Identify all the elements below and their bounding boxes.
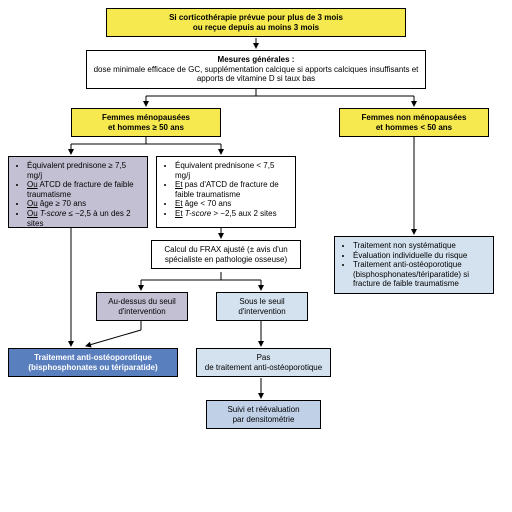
root-l1: Si corticothérapie prévue pour plus de 3… [169,13,343,22]
followup-box: Suivi et réévaluation par densitométrie [206,400,321,429]
branch-b: Femmes non ménopausées et hommes < 50 an… [339,108,489,137]
treat-box: Traitement anti-ostéoporotique (bisphosp… [8,348,178,377]
flowchart-root: Si corticothérapie prévue pour plus de 3… [6,6,506,506]
general-text: dose minimale efficace de GC, supplément… [94,65,419,84]
below-box: Sous le seuil d'intervention [216,292,308,321]
root-l2: ou reçue depuis au moins 3 mois [193,23,319,32]
notreat-box: Pas de traitement anti-ostéoporotique [196,348,331,377]
branch-a: Femmes ménopausées et hommes ≥ 50 ans [71,108,221,137]
right-criteria: Équivalent prednisone < 7,5 mg/j Et pas … [156,156,296,228]
left-list: Équivalent prednisone ≥ 7,5 mg/j Ou ATCD… [15,161,141,228]
right-list: Équivalent prednisone < 7,5 mg/j Et pas … [163,161,289,219]
general-box: Mesures générales : dose minimale effica… [86,50,426,89]
nonsystem-box: Traitement non systématique Évaluation i… [334,236,494,294]
general-title: Mesures générales : [218,55,295,64]
above-box: Au-dessus du seuil d'intervention [96,292,188,321]
frax-box: Calcul du FRAX ajusté (± avis d'un spéci… [151,240,301,269]
left-criteria: Équivalent prednisone ≥ 7,5 mg/j Ou ATCD… [8,156,148,228]
root-box: Si corticothérapie prévue pour plus de 3… [106,8,406,37]
